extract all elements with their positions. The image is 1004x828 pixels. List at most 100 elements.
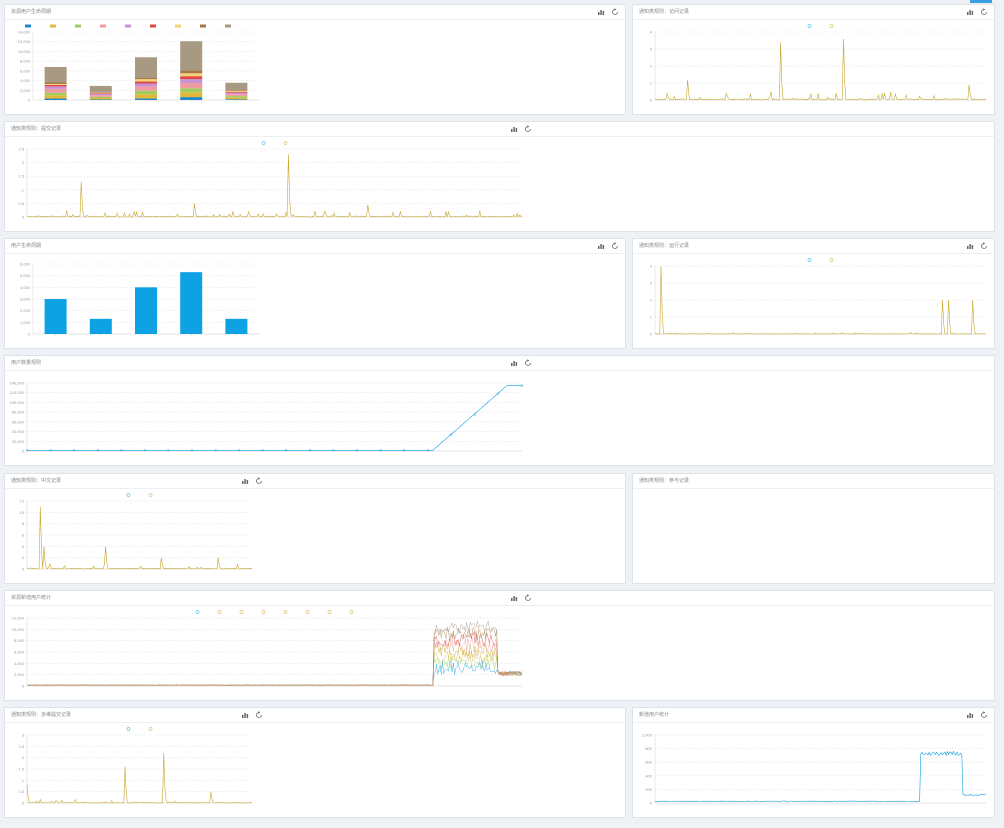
bar-chart-icon[interactable] (597, 8, 605, 16)
legend-marker (327, 610, 332, 614)
panel-header: 新增用户统计 (633, 708, 994, 723)
bar (89, 318, 112, 334)
bar-segment (44, 95, 67, 99)
bar-chart-icon[interactable] (966, 711, 974, 719)
series-line (654, 38, 987, 101)
y-tick-label: 40,000 (12, 429, 25, 434)
bar-segment (44, 66, 67, 83)
legend-swatch (125, 24, 131, 28)
chart-area: 3 2.5 2 1.5 1 0.5 0 (5, 723, 625, 817)
bar-segment (225, 90, 248, 91)
refresh-icon[interactable] (611, 8, 619, 16)
legend-marker (217, 610, 222, 614)
refresh-icon[interactable] (255, 477, 263, 485)
panel-header: 通知类规则：访问记录 (633, 5, 994, 20)
bar-segment (135, 57, 157, 78)
bar-chart-icon[interactable] (966, 242, 974, 250)
panel-title: 资源用户生命周期 (11, 9, 52, 15)
chart-svg: 140,000 120,000 100,000 80,000 60,000 40,000 2… (10, 381, 524, 454)
bar-chart-icon[interactable] (510, 594, 518, 602)
bar-segment (89, 93, 112, 94)
panel-title: 通知类规则：访问记录 (639, 9, 690, 15)
panel-header: 资源用户生命周期 (5, 5, 625, 20)
y-tick-label: 0 (650, 801, 653, 806)
y-tick-label: 600 (645, 760, 652, 765)
panel-chinese-records: 通知类规则：中文记录 12 10 8 6 4 2 0 (4, 473, 626, 584)
panel-user-count: 用户数量规则 140,000 120,000 100,000 80,000 60,000… (4, 355, 995, 466)
refresh-icon[interactable] (524, 125, 532, 133)
legend-swatch (175, 24, 181, 28)
chart-area: 1,000 800 600 400 200 0 (633, 723, 994, 817)
y-tick-label: 2,000 (20, 308, 31, 313)
y-tick-label: 1 (22, 778, 25, 783)
y-tick-label: 3 (650, 47, 653, 52)
bar-segment (225, 90, 248, 92)
bar-chart-icon[interactable] (241, 711, 249, 719)
y-tick-label: 3 (22, 733, 25, 738)
panel-tools (966, 8, 988, 16)
panel-resource-user-lifecycle: 资源用户生命周期 14,000 12,000 10,000 8,000 6,000 4,0… (4, 4, 626, 115)
bar (180, 272, 203, 334)
bar-chart-icon[interactable] (241, 477, 249, 485)
y-tick-label: 4 (650, 264, 653, 269)
panel-tools (510, 359, 532, 367)
series-line (27, 631, 522, 686)
bar-segment (135, 83, 157, 87)
refresh-icon[interactable] (980, 711, 988, 719)
bar-chart-icon[interactable] (510, 359, 518, 367)
y-tick-label: 60,000 (12, 419, 25, 424)
y-tick-label: 10,000 (12, 627, 25, 632)
bar-segment (225, 97, 248, 100)
panel-tools (597, 242, 619, 250)
refresh-icon[interactable] (980, 8, 988, 16)
y-tick-label: 1,000 (20, 320, 31, 325)
y-tick-label: 12,000 (18, 39, 31, 44)
chart-svg: 14,000 12,000 10,000 8,000 6,000 4,000 2,000 0 (18, 24, 259, 103)
series-line (26, 655, 523, 686)
bar-segment (225, 91, 248, 93)
y-tick-label: 8 (22, 521, 25, 526)
bar-segment (135, 90, 157, 95)
legend-marker (261, 141, 266, 145)
y-tick-label: 2 (22, 555, 25, 560)
chart-svg: 12,000 10,000 8,000 6,000 4,000 2,000 0 (12, 610, 523, 689)
bar-chart-icon[interactable] (510, 125, 518, 133)
panel-resource-new-users: 资源新增用户统计 12,000 10,000 8,000 6,000 4,000 2,00… (4, 590, 995, 701)
panel-header: 资源新增用户统计 (5, 591, 994, 606)
refresh-icon[interactable] (524, 594, 532, 602)
y-tick-label: 12 (20, 499, 25, 504)
y-tick-label: 5,000 (20, 273, 31, 278)
y-tick-label: 6,000 (20, 262, 31, 267)
refresh-icon[interactable] (980, 242, 988, 250)
chart-area: 12,000 10,000 8,000 6,000 4,000 2,000 0 (5, 606, 994, 700)
chart-area: 140,000 120,000 100,000 80,000 60,000 40,000 2… (5, 371, 994, 465)
y-tick-label: 2 (22, 755, 25, 760)
chart-svg: 2.5 2 1.5 1 0.5 0 (18, 141, 523, 220)
panel-title: 通知类规则：多维提交记录 (11, 712, 72, 718)
bar-chart-icon[interactable] (597, 242, 605, 250)
y-tick-label: 12,000 (12, 616, 25, 621)
bar (44, 299, 67, 334)
y-tick-label: 1,000 (642, 733, 653, 738)
series-line (655, 265, 987, 335)
y-tick-label: 0 (650, 332, 653, 337)
series-line (26, 649, 522, 686)
y-tick-label: 14,000 (18, 30, 31, 35)
chart-svg (633, 489, 994, 583)
bar-chart-icon[interactable] (966, 8, 974, 16)
refresh-icon[interactable] (611, 242, 619, 250)
refresh-icon[interactable] (524, 359, 532, 367)
panel-tools (966, 242, 988, 250)
bar-segment (135, 94, 157, 99)
refresh-icon[interactable] (255, 711, 263, 719)
legend-marker (148, 493, 153, 497)
bar-segment (89, 95, 112, 97)
panel-multi-submit-records: 通知类规则：多维提交记录 3 2.5 2 1.5 1 0.5 0 (4, 707, 626, 818)
series-line (26, 506, 253, 570)
y-tick-label: 20,000 (12, 439, 25, 444)
panel-header: 用户生命周期 (5, 239, 625, 254)
series-line (655, 750, 987, 802)
y-tick-label: 0 (28, 98, 31, 103)
panel-title: 通知类规则：中文记录 (11, 478, 62, 484)
y-tick-label: 4,000 (20, 285, 31, 290)
